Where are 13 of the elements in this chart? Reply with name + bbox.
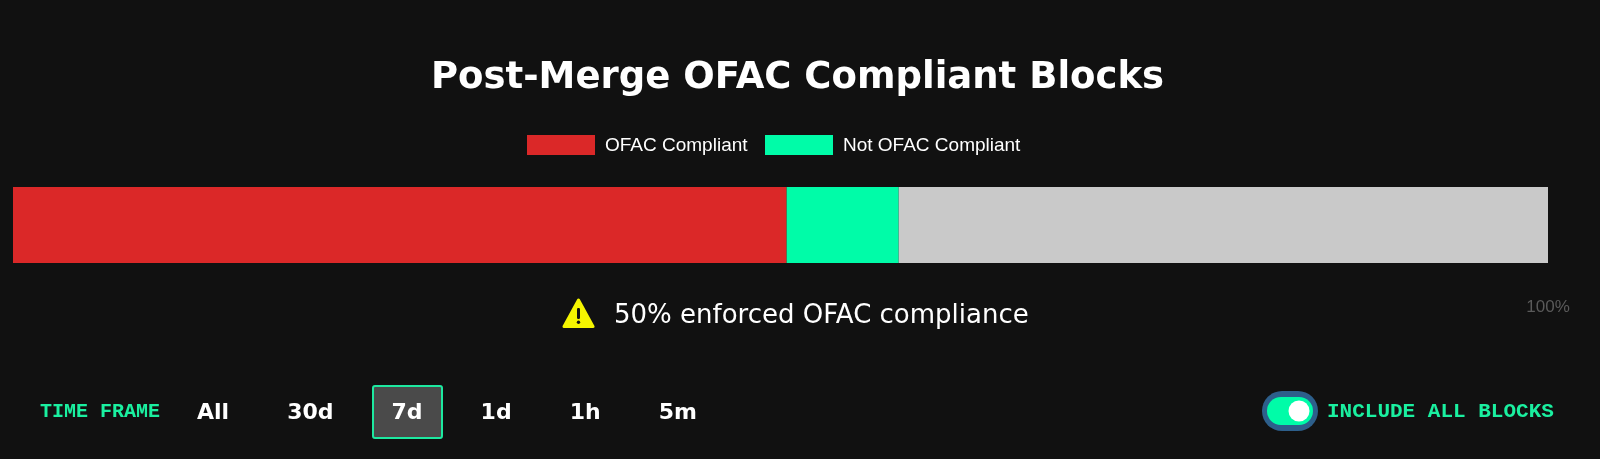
text: 1d [480, 398, 512, 424]
text: 100% [1526, 297, 1570, 316]
text: TIME FRAME [40, 399, 161, 423]
legend-label: Not OFAC Compliant [843, 134, 1022, 155]
text: 50% enforced OFAC compliance [614, 298, 1029, 329]
text: 30d [287, 398, 334, 424]
text: 5m [658, 398, 697, 424]
text: INCLUDE ALL BLOCKS [1327, 399, 1554, 423]
selected-button: 7d [371, 384, 443, 439]
text: All [197, 398, 230, 424]
chart-title: Post-Merge OFAC Compliant Blocks [430, 54, 1165, 97]
legend-label: OFAC Compliant [605, 134, 749, 155]
text: 1h [569, 398, 601, 424]
